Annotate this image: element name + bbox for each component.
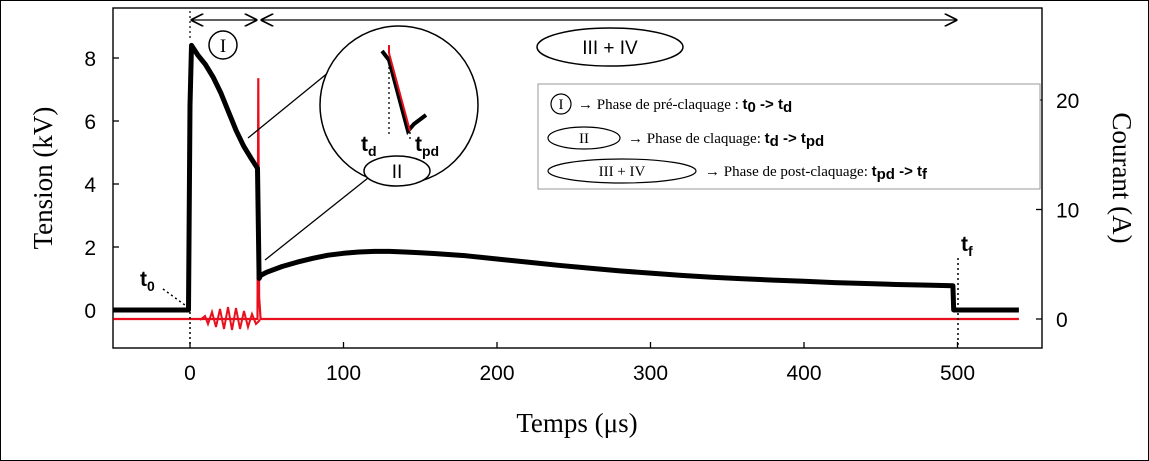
legend-symbol-I-label: I — [559, 97, 564, 113]
y-left-tick-label: 0 — [84, 300, 96, 323]
y-left-tick-label: 4 — [84, 174, 96, 197]
legend-text-I: → Phase de pré-claquage : t0 -> td — [578, 96, 792, 116]
x-tick-label: 500 — [940, 362, 975, 385]
x-tick-label: 100 — [326, 362, 361, 385]
legend-symbol-III-IV-label: III + IV — [599, 164, 646, 180]
y-left-tick-label: 8 — [84, 48, 96, 71]
y-left-tick-label: 6 — [84, 111, 96, 134]
legend-item-I: I → Phase de pré-claquage : t0 -> td — [550, 93, 792, 116]
t0-dotted-pointer — [162, 288, 190, 309]
legend-symbol-III-IV — [547, 158, 697, 184]
x-tick-label: 400 — [786, 362, 821, 385]
x-axis-title: Temps (μs) — [516, 408, 637, 438]
legend: I → Phase de pré-claquage : t0 -> td II … — [537, 83, 1041, 190]
phase-III-IV-label: III + IV — [582, 38, 638, 59]
voltage-series-line — [113, 42, 1019, 313]
y-right-tick-label: 10 — [1056, 200, 1079, 223]
legend-symbol-I — [550, 93, 572, 115]
current-noise-burst — [199, 306, 261, 331]
zoom-voltage-line — [380, 49, 428, 136]
phase-I-ellipse — [208, 30, 238, 60]
x-axis-ticks: 0 100 200 300 400 500 — [184, 342, 975, 385]
tpd-label: tpd — [415, 133, 439, 159]
t0-label: t0 — [140, 268, 155, 294]
legend-text-II: → Phase de claquage: td -> tpd — [628, 130, 824, 150]
legend-item-II: II → Phase de claquage: td -> tpd — [547, 126, 824, 150]
td-label: td — [361, 133, 377, 159]
y-right-tick-label: 20 — [1056, 90, 1079, 113]
x-tick-label: 300 — [633, 362, 668, 385]
y-right-axis-title: Courant (A) — [1107, 112, 1137, 243]
zoom-leader-upper — [247, 71, 330, 139]
x-tick-label: 0 — [184, 362, 196, 385]
tf-label: tf — [961, 233, 973, 259]
legend-symbol-II-label: II — [579, 131, 589, 147]
phase-I-label: I — [220, 36, 226, 57]
y-left-axis-ticks: 0 2 4 6 8 — [84, 48, 119, 323]
zoom-leader-lower — [264, 177, 369, 261]
y-left-axis-title: Tension (kV) — [28, 107, 58, 250]
legend-item-III-IV: III + IV → Phase de post-claquage: tpd -… — [547, 158, 928, 184]
legend-symbol-II — [547, 126, 621, 150]
phase-III-IV-ellipse — [536, 27, 684, 67]
y-right-tick-label: 0 — [1056, 309, 1068, 332]
plot-frame — [112, 7, 1043, 349]
phase-II-ellipse — [363, 155, 431, 187]
y-right-axis-ticks: 0 10 20 — [1036, 90, 1079, 332]
x-tick-label: 200 — [479, 362, 514, 385]
legend-text-III-IV: → Phase de post-claquage: tpd -> tf — [705, 163, 928, 183]
phase-II-label: II — [392, 162, 403, 183]
y-left-tick-label: 2 — [84, 237, 96, 260]
zoom-current-line — [388, 45, 411, 132]
